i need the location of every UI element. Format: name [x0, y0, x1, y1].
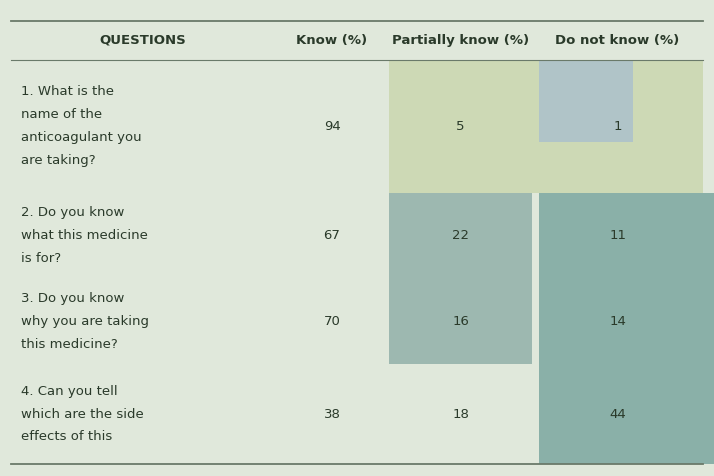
Text: 3. Do you know: 3. Do you know	[21, 292, 125, 305]
Text: is for?: is for?	[21, 252, 61, 265]
Text: 94: 94	[323, 119, 341, 133]
Text: why you are taking: why you are taking	[21, 315, 149, 328]
Bar	[389, 193, 532, 364]
Text: Know (%): Know (%)	[296, 34, 368, 47]
Text: 2. Do you know: 2. Do you know	[21, 206, 125, 219]
Text: are taking?: are taking?	[21, 154, 96, 167]
Text: 4. Can you tell: 4. Can you tell	[21, 385, 118, 398]
Text: anticoagulant you: anticoagulant you	[21, 131, 142, 144]
Text: 67: 67	[323, 229, 341, 242]
Text: which are the side: which are the side	[21, 407, 144, 421]
Text: QUESTIONS: QUESTIONS	[99, 34, 186, 47]
Bar	[532, 60, 703, 193]
Text: 1: 1	[613, 119, 622, 133]
Text: name of the: name of the	[21, 108, 103, 121]
Bar	[539, 60, 633, 142]
Text: 5: 5	[456, 119, 465, 133]
Text: 16: 16	[452, 315, 469, 328]
Text: 44: 44	[609, 407, 626, 421]
Text: 1. What is the: 1. What is the	[21, 85, 114, 99]
Text: Do not know (%): Do not know (%)	[555, 34, 680, 47]
Text: Partially know (%): Partially know (%)	[392, 34, 529, 47]
Text: 14: 14	[609, 315, 626, 328]
Text: this medicine?: this medicine?	[21, 337, 119, 351]
Text: 38: 38	[323, 407, 341, 421]
Text: 11: 11	[609, 229, 626, 242]
Text: 70: 70	[323, 315, 341, 328]
Text: effects of this: effects of this	[21, 430, 113, 444]
Bar	[389, 60, 532, 193]
Bar	[539, 193, 714, 464]
Text: 18: 18	[452, 407, 469, 421]
Text: what this medicine: what this medicine	[21, 229, 149, 242]
Text: 22: 22	[452, 229, 469, 242]
